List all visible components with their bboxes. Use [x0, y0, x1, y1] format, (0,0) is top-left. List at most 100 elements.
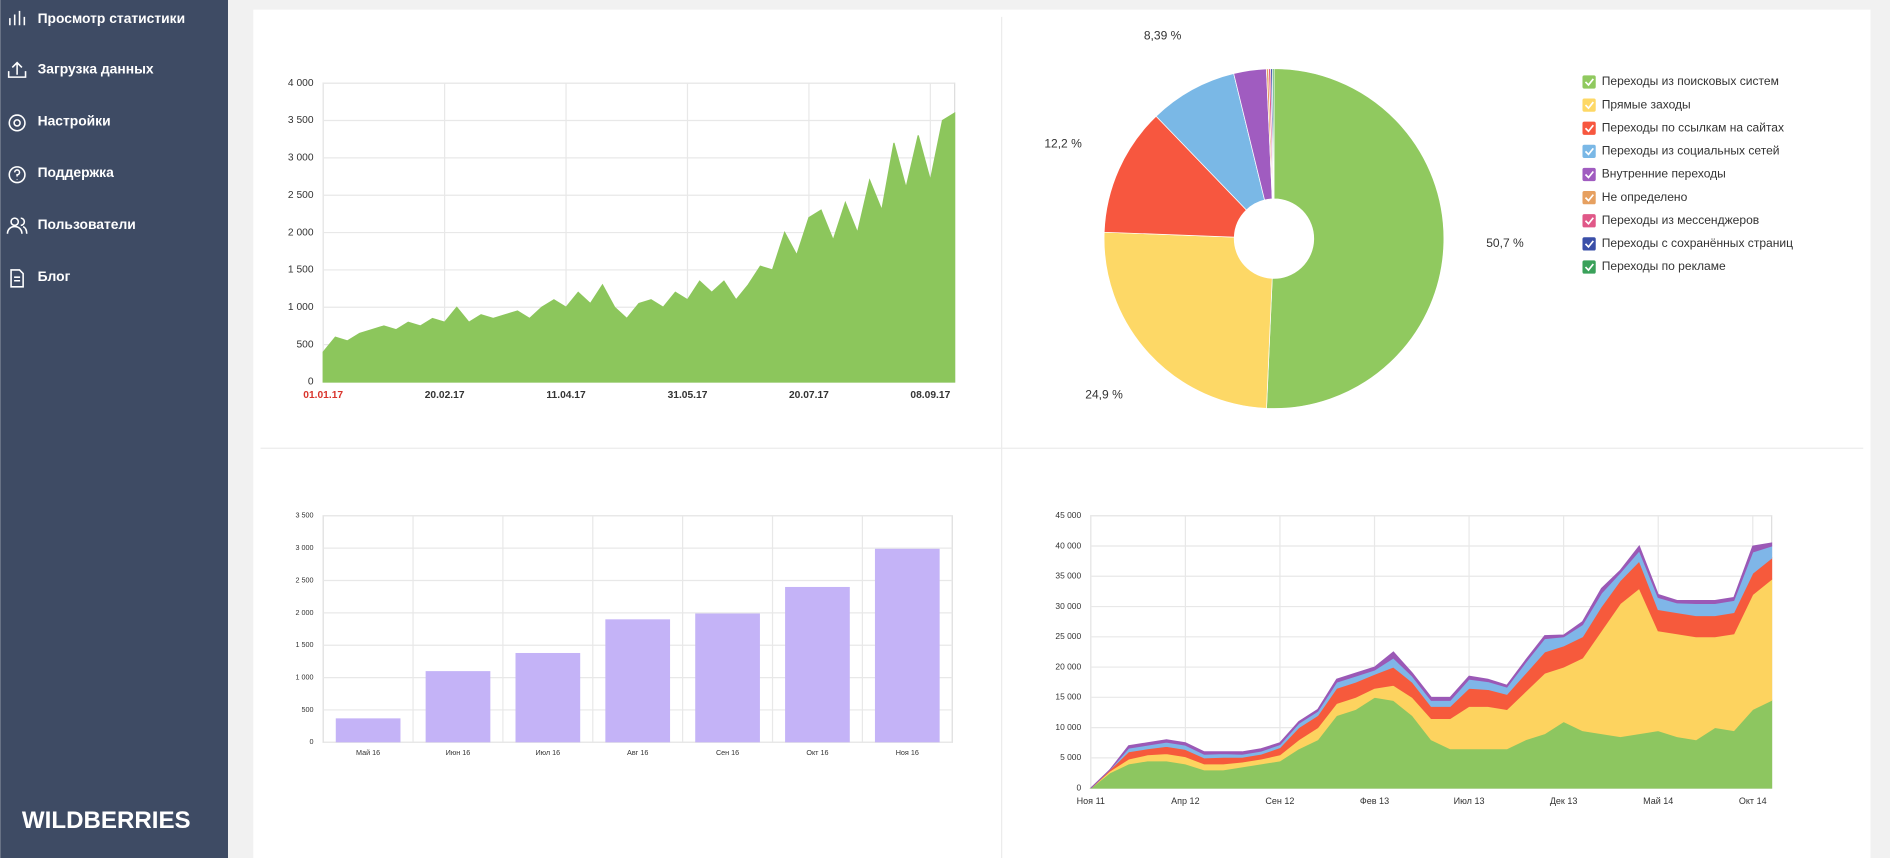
legend-swatch — [1582, 121, 1596, 135]
legend: Переходы из поисковых систем Прямые заход… — [1582, 74, 1793, 274]
x-tick-label: Июл 16 — [535, 748, 560, 757]
y-tick-label: 2 500 — [288, 190, 314, 201]
menu-label[interactable]: Блог — [38, 268, 71, 284]
menu-label[interactable]: Пользователи — [38, 216, 136, 232]
x-tick-label: Апр 12 — [1171, 796, 1199, 806]
y-tick-label: 0 — [1076, 782, 1081, 792]
y-tick-label: 35 000 — [1055, 571, 1081, 581]
y-tick-label: 1 500 — [288, 265, 314, 276]
y-tick-label: 2 500 — [295, 575, 313, 584]
sidebar — [0, 0, 228, 858]
icon — [7, 61, 27, 78]
x-tick-label: Ноя 11 — [1077, 796, 1105, 806]
x-tick-label: 11.04.17 — [546, 390, 586, 401]
legend-swatch — [1582, 191, 1596, 205]
menu-label[interactable]: Поддержка — [38, 164, 115, 180]
legend-item: Переходы из социальных сетей — [1582, 144, 1780, 158]
y-tick-label: 40 000 — [1055, 540, 1081, 550]
legend-check — [1584, 194, 1594, 202]
y-tick-label: 25 000 — [1055, 631, 1081, 641]
y-tick-label: 30 000 — [1055, 601, 1081, 611]
bar — [515, 652, 581, 743]
y-tick-label: 15 000 — [1055, 692, 1081, 702]
legend-swatch — [1582, 98, 1596, 112]
x-tick-label: Ноя 16 — [896, 748, 919, 757]
data-label: 8,39 % — [1144, 28, 1182, 42]
menu-label[interactable]: Просмотр статистики — [38, 10, 186, 26]
legend-item: Прямые заходы — [1582, 97, 1691, 112]
logo: WILDBERRIES — [22, 807, 191, 834]
legend-check — [1584, 263, 1594, 272]
menu-label[interactable]: Настройки — [38, 112, 111, 128]
x-tick-label: Май 14 — [1643, 796, 1673, 806]
menu-item[interactable]: Просмотр статистики — [9, 10, 186, 26]
legend-check — [1584, 217, 1594, 226]
y-tick-label: 500 — [296, 339, 313, 350]
legend-label: Переходы из поисковых систем — [1602, 74, 1779, 88]
bar — [695, 613, 760, 743]
legend-label: Переходы по ссылкам на сайтах — [1602, 120, 1784, 134]
y-tick-label: 20 000 — [1055, 661, 1081, 671]
x-tick-label: 20.07.17 — [789, 390, 829, 401]
y-tick-label: 1 000 — [288, 302, 314, 313]
legend-item: Переходы по рекламе — [1582, 259, 1726, 274]
icon — [6, 217, 28, 234]
menu-item[interactable]: Блог — [10, 268, 71, 288]
data-label: 12,2 % — [1044, 136, 1082, 150]
y-tick-label: 3 000 — [288, 153, 314, 164]
menu-label[interactable]: Загрузка данных — [38, 61, 154, 77]
legend-swatch — [1582, 167, 1596, 182]
legend-item: Переходы из мессенджеров — [1582, 213, 1759, 228]
x-tick-label: Окт 14 — [1739, 796, 1767, 806]
y-tick-label: 2 000 — [295, 608, 313, 617]
icon — [9, 10, 26, 26]
legend-label: Переходы из мессенджеров — [1602, 213, 1759, 227]
icon — [8, 114, 26, 132]
legend-swatch — [1582, 260, 1596, 274]
y-tick-label: 3 000 — [295, 543, 313, 552]
y-tick-label: 4 000 — [288, 78, 314, 89]
pie-slice — [1266, 68, 1445, 409]
legend-swatch — [1582, 214, 1596, 228]
legend-swatch — [1582, 237, 1596, 251]
menu-item[interactable]: Настройки — [8, 112, 111, 132]
x-tick-label: 20.02.17 — [425, 390, 465, 401]
data-label: 50,7 % — [1486, 236, 1524, 250]
icon — [13, 119, 21, 127]
y-tick-label: 0 — [308, 377, 314, 388]
y-tick-label: 3 500 — [288, 115, 314, 126]
menu-item[interactable]: Поддержка — [8, 164, 115, 184]
icon — [8, 166, 26, 184]
x-tick-label: Сен 16 — [716, 748, 739, 757]
pie-slice — [1103, 115, 1247, 238]
bar — [605, 619, 671, 743]
y-tick-label: 2 000 — [288, 227, 314, 238]
x-tick-label: Дек 13 — [1550, 796, 1578, 806]
x-tick-label: 31.05.17 — [668, 390, 708, 401]
y-tick-label: 45 000 — [1055, 510, 1081, 520]
legend-check — [1584, 170, 1594, 179]
legend-item: Внутренние переходы — [1582, 167, 1726, 182]
y-tick-label: 1 500 — [295, 640, 313, 649]
x-tick-label: 08.09.17 — [910, 390, 950, 401]
y-tick-label: 1 000 — [295, 672, 313, 681]
x-tick-label: Сен 12 — [1265, 796, 1294, 806]
legend-check — [1584, 124, 1594, 133]
legend-item: Переходы из поисковых систем — [1582, 74, 1779, 89]
pie-slice — [1155, 73, 1265, 211]
x-tick-label: Июн 16 — [446, 748, 471, 757]
legend-label: Переходы с сохранённых страниц — [1602, 236, 1793, 250]
pie-slice — [1103, 231, 1273, 409]
area — [322, 111, 956, 383]
bar — [425, 671, 491, 743]
legend-item: Не определено — [1582, 190, 1688, 205]
menu-item[interactable]: Пользователи — [6, 216, 136, 234]
bar — [335, 718, 401, 743]
x-tick-label: 01.01.17 — [303, 390, 343, 401]
icon — [13, 169, 21, 180]
menu-item[interactable]: Загрузка данных — [7, 61, 154, 78]
pie-slice — [1272, 68, 1275, 200]
x-tick-label: Окт 16 — [806, 748, 828, 757]
legend-check — [1584, 78, 1594, 87]
